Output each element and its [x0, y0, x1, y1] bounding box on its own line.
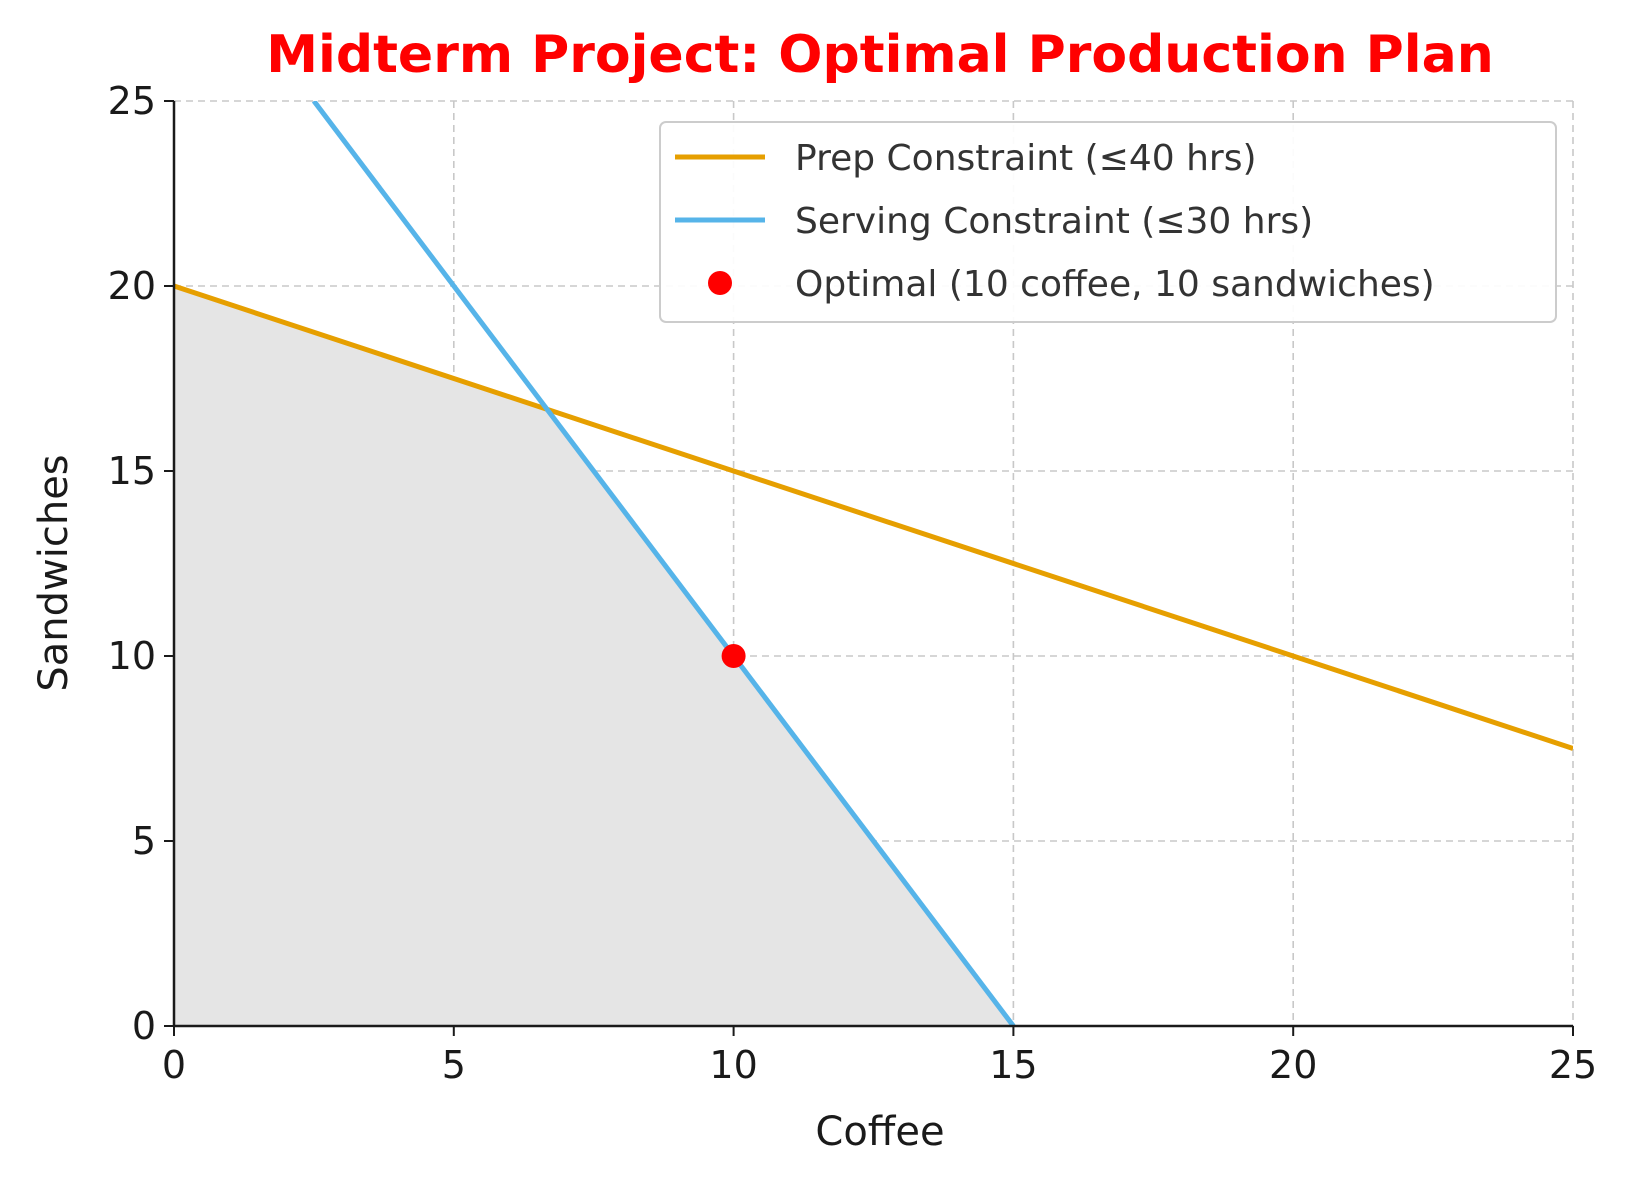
ticks: 0 5 10 15 20 25 0 5 10 15 20 25: [108, 79, 1598, 1087]
x-tick-label-15: 15: [989, 1043, 1037, 1087]
y-axis-label: Sandwiches: [31, 454, 77, 691]
legend-label-prep: Prep Constraint (≤40 hrs): [795, 138, 1257, 179]
y-tick-label-0: 0: [132, 1004, 156, 1048]
series-line-serving: [311, 101, 1016, 1026]
legend-label-optimal: Optimal (10 coffee, 10 sandwiches): [795, 264, 1435, 305]
y-tick-label-5: 5: [132, 819, 156, 863]
legend-label-serving: Serving Constraint (≤30 hrs): [795, 201, 1313, 242]
x-axis-label: Coffee: [815, 1109, 944, 1155]
legend: Prep Constraint (≤40 hrs) Serving Constr…: [659, 121, 1557, 323]
legend-swatch-optimal: [708, 271, 732, 295]
y-tick-label-10: 10: [108, 634, 156, 678]
y-tick-label-20: 20: [108, 264, 156, 308]
series-layer: [174, 101, 1573, 1026]
legend-box: [659, 121, 1557, 323]
x-tick-label-10: 10: [709, 1043, 757, 1087]
feasible-region-layer: [174, 286, 1014, 1026]
y-tick-label-25: 25: [108, 79, 156, 123]
x-tick-label-5: 5: [442, 1043, 466, 1087]
chart-title: Midterm Project: Optimal Production Plan: [266, 25, 1493, 85]
series-line-prep: [174, 283, 1573, 751]
axes: [172, 101, 1573, 1028]
x-tick-label-25: 25: [1549, 1043, 1597, 1087]
x-tick-label-20: 20: [1269, 1043, 1317, 1087]
feasible-region: [174, 286, 1014, 1026]
optimal-point: [721, 644, 746, 668]
y-tick-label-15: 15: [108, 449, 156, 493]
x-tick-label-0: 0: [162, 1043, 186, 1087]
